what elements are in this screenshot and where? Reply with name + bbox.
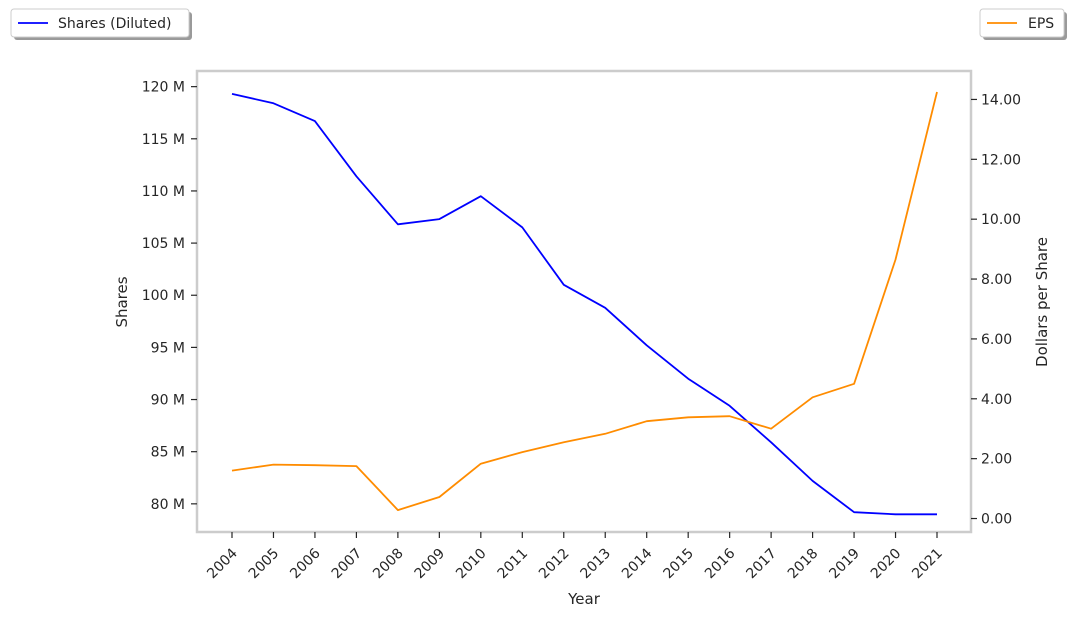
series-lines <box>231 91 938 516</box>
right-tick-label: 10.00 <box>981 212 1021 228</box>
series-line-1 <box>231 91 938 512</box>
left-tick-label: 90 M <box>151 393 185 409</box>
left-tick-label: 80 M <box>151 497 185 513</box>
x-tick-label: 2014 <box>619 545 656 582</box>
left-tick-label: 95 M <box>151 340 185 356</box>
plot-frame <box>195 69 973 534</box>
legend-right-label: EPS <box>1028 16 1054 32</box>
x-tick-label: 2004 <box>204 545 241 582</box>
left-tick-label: 110 M <box>142 184 185 200</box>
right-axis: 0.00 2.00 4.00 6.00 8.00 10.00 12.00 14.00 <box>971 92 1021 528</box>
x-tick-label: 2007 <box>329 546 366 583</box>
left-axis: 80 M 85 M 90 M 95 M 100 M 105 M 110 M 115 M 120 … <box>142 80 197 513</box>
left-tick-label: 115 M <box>142 132 185 148</box>
left-tick-label: 105 M <box>142 236 185 252</box>
right-tick-label: 0.00 <box>981 512 1012 528</box>
left-tick-label: 120 M <box>142 80 185 96</box>
right-tick-label: 12.00 <box>981 152 1021 168</box>
x-tick-label: 2012 <box>536 546 573 583</box>
x-tick-label: 2008 <box>370 546 407 583</box>
left-axis-title: Shares <box>113 276 131 327</box>
right-tick-label: 6.00 <box>981 332 1012 348</box>
x-tick-label: 2006 <box>287 545 324 582</box>
series-line-0 <box>231 93 937 516</box>
x-axis-title: Year <box>567 590 601 608</box>
right-tick-label: 8.00 <box>981 272 1012 288</box>
x-tick-label: 2018 <box>785 546 822 583</box>
right-tick-label: 14.00 <box>981 92 1021 108</box>
x-tick-label: 2019 <box>826 546 863 583</box>
right-tick-label: 4.00 <box>981 392 1012 408</box>
right-axis-title: Dollars per Share <box>1033 237 1051 367</box>
x-tick-label: 2021 <box>909 546 946 583</box>
legend-left-box <box>10 8 190 38</box>
legend-left-label: Shares (Diluted) <box>58 16 172 32</box>
x-tick-label: 2010 <box>453 546 490 583</box>
legend-right-box <box>979 8 1065 38</box>
legend-left: Shares (Diluted) <box>10 8 192 40</box>
x-tick-label: 2011 <box>495 546 532 583</box>
x-tick-label: 2005 <box>246 546 283 583</box>
x-axis: 2004 2005 2006 2007 2008 2009 2010 2011 2012 2013… <box>204 532 946 582</box>
left-tick-label: 100 M <box>142 288 185 304</box>
x-tick-label: 2016 <box>702 545 739 582</box>
plot-area <box>195 69 973 534</box>
x-tick-label: 2013 <box>578 546 615 583</box>
legend-right: EPS <box>979 8 1067 40</box>
x-tick-label: 2017 <box>743 546 780 583</box>
x-tick-label: 2009 <box>412 546 449 583</box>
x-tick-label: 2015 <box>660 546 697 583</box>
x-tick-label: 2020 <box>868 546 905 583</box>
left-tick-label: 85 M <box>151 445 185 461</box>
right-tick-label: 2.00 <box>981 452 1012 468</box>
